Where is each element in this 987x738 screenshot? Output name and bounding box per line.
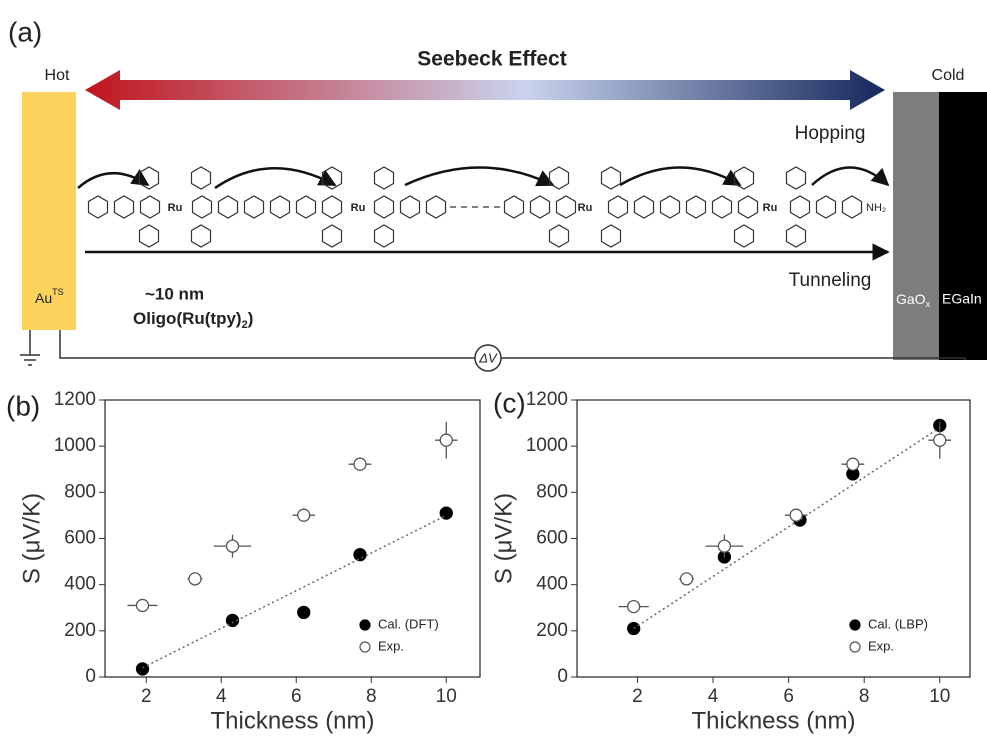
hot-label: Hot: [45, 67, 70, 84]
y-tick-label: 400: [536, 574, 568, 595]
circuit-wire: [59, 330, 966, 360]
x-tick-label: 4: [708, 686, 719, 707]
point: [439, 433, 453, 447]
y-tick-label: 1000: [526, 435, 568, 456]
panel-label: (a): [8, 16, 42, 47]
point: [225, 613, 240, 628]
y-tick-label: 0: [85, 666, 96, 687]
rings: [87, 166, 863, 248]
molecule-label: Oligo(Ru(tpy)2): [133, 309, 253, 330]
point: [846, 457, 860, 471]
panel-label: (c): [493, 387, 526, 418]
x-tick-label: 8: [859, 686, 870, 707]
panel-label: (b): [6, 390, 40, 421]
x-tick-label: 6: [783, 686, 794, 707]
y-tick-label: 200: [64, 620, 96, 641]
hopping-arrows: [77, 166, 890, 190]
gold-electrode: [22, 92, 76, 330]
metal-label: Ru: [763, 202, 778, 214]
oxide-layer: [893, 92, 939, 360]
x-tick-label: 2: [141, 686, 152, 707]
y-tick-label: 800: [536, 481, 568, 502]
point: [297, 508, 311, 522]
legend-label: Exp.: [378, 638, 404, 653]
plot-frame: [576, 399, 971, 678]
point: [297, 605, 311, 620]
length-label: ~10 nm: [145, 284, 204, 303]
legend-label: Exp.: [868, 638, 894, 653]
point: [679, 572, 694, 586]
x-axis-label: Thickness (nm): [210, 707, 374, 734]
hopping-label: Hopping: [795, 123, 866, 144]
tunneling-label: Tunneling: [789, 270, 872, 291]
x-axis-label: Thickness (nm): [691, 707, 855, 734]
y-tick-label: 200: [536, 620, 568, 641]
metal-label: Ru: [578, 202, 593, 214]
y-tick-label: 1000: [54, 435, 96, 456]
fit-line: [633, 427, 941, 630]
metal-label: Ru: [168, 202, 183, 214]
panel-a: (a) Seebeck Effect Hot Cold Hopping Tunn…: [8, 16, 987, 372]
legend-marker: [849, 619, 861, 631]
point: [225, 539, 240, 553]
x-tick-label: 8: [366, 686, 377, 707]
x-tick-label: 6: [291, 686, 302, 707]
y-tick-label: 400: [64, 574, 96, 595]
egain-electrode: [939, 92, 987, 360]
fit-line: [142, 514, 447, 669]
arrow-label: Seebeck Effect: [417, 48, 566, 71]
legend-label: Cal. (LBP): [868, 616, 928, 631]
point: [717, 539, 732, 553]
point: [135, 662, 150, 676]
legend-label: Cal. (DFT): [378, 616, 439, 631]
molecule: Ru Ru Ru Ru NH₂: [87, 166, 886, 248]
oxide-label: GaOx: [896, 291, 931, 310]
point: [135, 598, 150, 613]
y-axis-label: S (μV/K): [18, 493, 45, 584]
ground: [20, 330, 40, 366]
legend-marker: [849, 641, 861, 653]
voltage-label: ΔV: [478, 350, 498, 365]
egain-label: EGaIn: [942, 291, 982, 307]
y-tick-label: 600: [64, 528, 96, 549]
point: [353, 548, 367, 562]
voltmeter: [474, 344, 502, 372]
point: [188, 572, 202, 586]
plot-frame: [104, 399, 481, 678]
electrode-label: AuTS: [35, 287, 64, 305]
metal-label: Ru: [351, 202, 366, 214]
point: [627, 599, 641, 614]
y-tick-label: 1200: [54, 389, 96, 410]
x-tick-label: 10: [929, 686, 950, 707]
point: [933, 433, 947, 447]
x-tick-label: 4: [216, 686, 227, 707]
y-tick-label: 1200: [526, 389, 568, 410]
point: [789, 508, 803, 522]
seebeck-arrow: [85, 70, 885, 110]
x-tick-label: 10: [436, 686, 457, 707]
legend-marker: [359, 619, 371, 631]
legend-marker: [359, 641, 371, 653]
y-tick-label: 0: [557, 666, 568, 687]
charts: (b) 0 200 400 600 800 1000 1200 2 4 6 8 10 Thickness …: [6, 387, 971, 734]
cold-label: Cold: [932, 67, 965, 84]
x-tick-label: 2: [632, 686, 643, 707]
y-tick-label: 800: [64, 481, 96, 502]
y-tick-label: 600: [536, 528, 568, 549]
y-axis-label: S (μV/K): [490, 493, 517, 584]
point: [353, 457, 367, 471]
end-group: NH₂: [866, 202, 886, 214]
